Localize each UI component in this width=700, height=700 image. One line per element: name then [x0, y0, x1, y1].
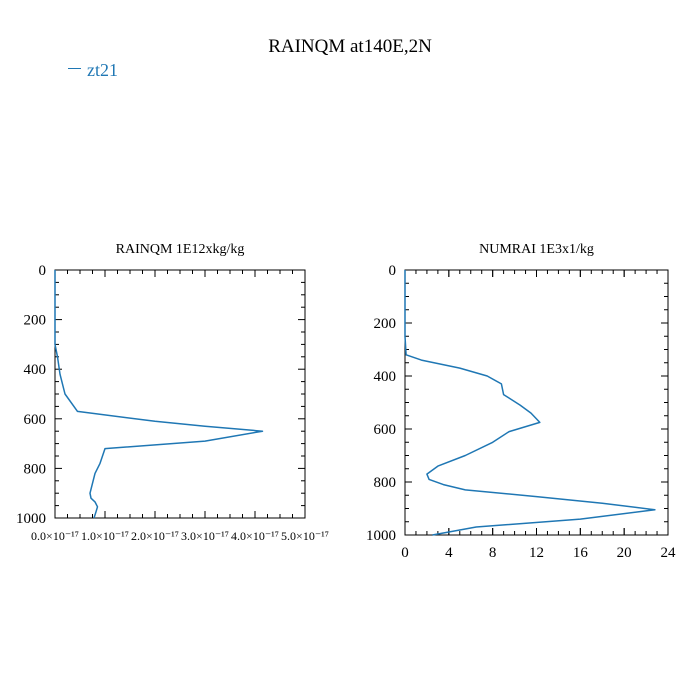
panel-2-ytick-label: 200: [374, 316, 397, 332]
panel-2-xtick-label: 24: [661, 545, 677, 561]
panel-2-xtick-label: 0: [401, 545, 409, 561]
panel-2-ytick-label: 600: [374, 422, 397, 438]
panel-1-ytick-label: 800: [24, 461, 47, 477]
panel-1-ytick-label: 0: [39, 263, 47, 279]
panel-1-ytick-label: 1000: [16, 511, 46, 527]
legend: zt21: [68, 60, 118, 81]
panel-2-series-line-1: [404, 270, 656, 536]
panel-1-title: RAINQM 1E12xkg/kg: [116, 242, 245, 257]
panel-1-series-line-1: [54, 270, 264, 519]
panel-1-xtick-label: 5.0×10⁻¹⁷: [281, 529, 329, 543]
chart-title: RAINQM at140E,2N: [268, 36, 432, 57]
panel-2-ytick-label: 0: [389, 263, 397, 279]
panel-2-ytick-label: 1000: [366, 528, 396, 544]
panel-1-xtick-label: 4.0×10⁻¹⁷: [231, 529, 279, 543]
panel-2-xtick-label: 16: [573, 545, 589, 561]
panel-2-xtick-label: 20: [617, 545, 632, 561]
panel-1-xtick-label: 2.0×10⁻¹⁷: [131, 529, 179, 543]
panel-2-ytick-label: 800: [374, 475, 397, 491]
panel-1-ytick-label: 600: [24, 412, 47, 428]
panel-2-xtick-label: 4: [445, 545, 453, 561]
panel-1-xtick-label: 3.0×10⁻¹⁷: [181, 529, 229, 543]
panel-2-xtick-label: 12: [529, 545, 544, 561]
panel-1-xtick-label: 1.0×10⁻¹⁷: [81, 529, 129, 543]
panel-2-frame: [404, 269, 669, 536]
panel-2-title: NUMRAI 1E3x1/kg: [479, 242, 594, 257]
panel-1-ytick-label: 200: [24, 313, 47, 329]
panel-1-xtick-label: 0.0×10⁻¹⁷: [31, 529, 79, 543]
legend-label: zt21: [87, 60, 118, 80]
panel-1-ytick-label: 400: [24, 362, 47, 378]
panel-2-xtick-label: 8: [489, 545, 497, 561]
panel-2-ytick-label: 400: [374, 369, 397, 385]
legend-line-swatch: [68, 68, 81, 70]
